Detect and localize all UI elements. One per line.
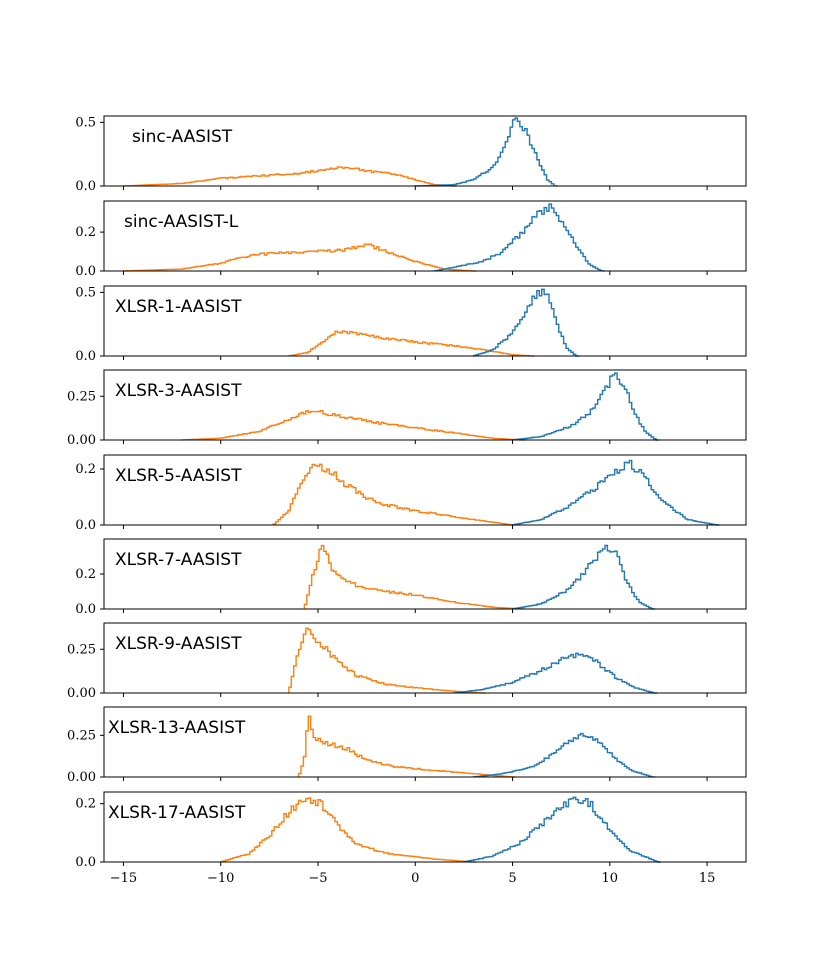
- y-tick-label: 0.00: [67, 433, 96, 448]
- panel-5: 0.0 0.2 XLSR-5-AASIST: [75, 454, 747, 533]
- histogram-series: [122, 243, 477, 272]
- panel-1: 0.0 0.5 sinc-AASIST: [75, 115, 747, 194]
- panel-title: XLSR-17-AASIST: [108, 803, 246, 823]
- histogram-series: [303, 544, 525, 610]
- histogram-series: [511, 459, 720, 526]
- histogram-series: [122, 166, 457, 187]
- panel-frame: [103, 115, 747, 187]
- x-tick-label: 5: [508, 871, 516, 886]
- histogram-series: [472, 732, 656, 778]
- panel-frame: [103, 454, 747, 526]
- histogram-series: [511, 544, 656, 610]
- y-tick-label: 0.0: [75, 179, 96, 194]
- y-tick-label: 0.0: [75, 855, 96, 870]
- y-tick-label: 0.2: [75, 567, 96, 582]
- panel-frame: [103, 706, 747, 778]
- y-tick-label: 0.25: [67, 389, 96, 404]
- x-tick-label: −10: [207, 871, 234, 886]
- y-tick-label: 0.25: [67, 642, 96, 657]
- panel-7: 0.00 0.25 XLSR-9-AASIST: [67, 622, 747, 701]
- x-tick-label: −5: [308, 871, 327, 886]
- y-tick-label: 0.25: [67, 728, 96, 743]
- panel-4: 0.00 0.25 XLSR-3-AASIST: [67, 369, 747, 448]
- panel-3: 0.0 0.5 XLSR-1-AASIST: [75, 285, 747, 364]
- x-tick-label: 0: [411, 871, 419, 886]
- panel-frame: [103, 791, 747, 863]
- panel-title: XLSR-1-AASIST: [115, 297, 242, 317]
- y-tick-label: 0.5: [75, 115, 96, 130]
- panel-title: sinc-AASIST: [132, 127, 233, 147]
- panel-title: XLSR-13-AASIST: [108, 718, 246, 738]
- panel-title: sinc-AASIST-L: [124, 212, 239, 232]
- histogram-series: [463, 796, 661, 863]
- panel-title: XLSR-7-AASIST: [115, 550, 242, 570]
- x-tick-label: 10: [602, 871, 619, 886]
- histogram-series: [472, 288, 580, 357]
- panel-title: XLSR-3-AASIST: [115, 381, 242, 401]
- y-tick-label: 0.2: [75, 797, 96, 812]
- y-tick-label: 0.00: [67, 770, 96, 785]
- panel-frame: [103, 285, 747, 357]
- histogram-series: [297, 715, 515, 778]
- histogram-series: [453, 652, 657, 694]
- panel-frame: [103, 200, 747, 272]
- panel-title: XLSR-9-AASIST: [115, 634, 242, 654]
- y-tick-label: 0.0: [75, 264, 96, 279]
- histogram-series: [181, 409, 525, 441]
- y-tick-label: 0.0: [75, 602, 96, 617]
- histogram-series: [511, 372, 659, 441]
- x-tick-label: −15: [110, 871, 137, 886]
- histogram-series: [288, 330, 535, 357]
- panel-8: 0.00 0.25 XLSR-13-AASIST: [67, 706, 747, 785]
- panel-2: 0.0 0.2 sinc-AASIST-L: [75, 200, 747, 279]
- histogram-series: [272, 463, 515, 526]
- panel-frame: [103, 369, 747, 441]
- panel-frame: [103, 622, 747, 694]
- panel-title: XLSR-5-AASIST: [115, 466, 242, 486]
- y-tick-label: 0.00: [67, 686, 96, 701]
- panel-6: 0.0 0.2 XLSR-7-AASIST: [75, 538, 747, 617]
- y-tick-label: 0.0: [75, 349, 96, 364]
- y-tick-label: 0.5: [75, 285, 96, 300]
- y-tick-label: 0.2: [75, 225, 96, 240]
- panel-9: 0.0 0.2 XLSR-17-AASIST: [75, 791, 747, 870]
- histogram-series: [220, 797, 477, 863]
- x-tick-label: 15: [699, 871, 716, 886]
- histogram-series: [414, 117, 558, 187]
- y-tick-label: 0.2: [75, 462, 96, 477]
- y-tick-label: 0.0: [75, 518, 96, 533]
- histogram-series: [434, 203, 605, 272]
- histogram-series: [288, 627, 486, 694]
